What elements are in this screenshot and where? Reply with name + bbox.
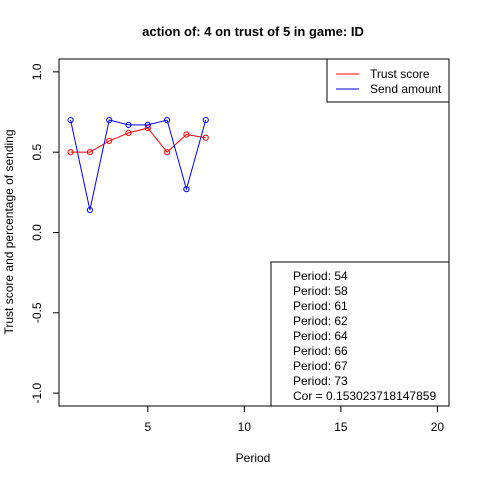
data-point-trust-score: [67, 149, 74, 156]
data-point-send-amount: [125, 121, 132, 128]
series-line-send-amount: [70, 119, 207, 211]
legend-label-send-amount: Send amount: [370, 82, 442, 96]
data-point-send-amount: [202, 116, 209, 124]
x-axis: 5 10 15 20: [144, 406, 444, 434]
info-box: Period: 54 Period: 58 Period: 61 Period:…: [270, 261, 450, 407]
data-point-send-amount: [183, 186, 190, 193]
legend-box: [326, 58, 450, 103]
x-tick-label: 10: [238, 420, 252, 434]
y-tick-label: -1.0: [30, 382, 44, 403]
x-tick-label: 20: [431, 420, 445, 434]
y-tick-label: 1.0: [30, 63, 44, 80]
data-point-send-amount: [106, 116, 113, 124]
data-point-trust-score: [144, 124, 151, 132]
data-point-trust-score: [86, 149, 93, 156]
data-point-trust-score: [106, 137, 113, 145]
x-tick-label: 5: [144, 420, 151, 434]
y-tick-label: -0.5: [30, 302, 44, 323]
series-line-trust-score: [70, 127, 206, 153]
info-line: Period: 61: [293, 299, 348, 313]
chart-title: action of: 4 on trust of 5 in game: ID: [142, 24, 364, 39]
x-tick-label: 15: [334, 420, 348, 434]
correlation-text: Cor = 0.153023718147859: [293, 389, 436, 403]
y-tick-label: 0.5: [30, 144, 44, 161]
info-line: Period: 73: [293, 374, 348, 388]
info-line: Period: 54: [293, 269, 348, 283]
info-box-frame: [270, 261, 450, 407]
legend-label-trust-score: Trust score: [370, 67, 430, 81]
info-line: Period: 58: [293, 284, 348, 298]
data-point-trust-score: [202, 134, 209, 141]
x-axis-label: Period: [236, 451, 271, 465]
data-point-send-amount: [164, 116, 171, 124]
info-line: Period: 66: [293, 344, 348, 358]
y-axis: -1.0 -0.5 0.0 0.5 1.0: [30, 63, 59, 403]
info-line: Period: 64: [293, 329, 348, 343]
series-layer: [67, 116, 209, 214]
data-point-trust-score: [164, 149, 171, 156]
legend: Trust score Send amount: [326, 58, 450, 103]
data-point-trust-score: [125, 129, 132, 136]
info-line: Period: 62: [293, 314, 348, 328]
data-point-send-amount: [144, 121, 151, 128]
data-point-send-amount: [67, 116, 74, 124]
y-axis-label: Trust score and percentage of sending: [2, 129, 16, 334]
data-point-send-amount: [86, 206, 93, 214]
info-line: Period: 67: [293, 359, 348, 373]
y-tick-label: 0.0: [30, 224, 44, 241]
data-point-trust-score: [183, 131, 190, 138]
